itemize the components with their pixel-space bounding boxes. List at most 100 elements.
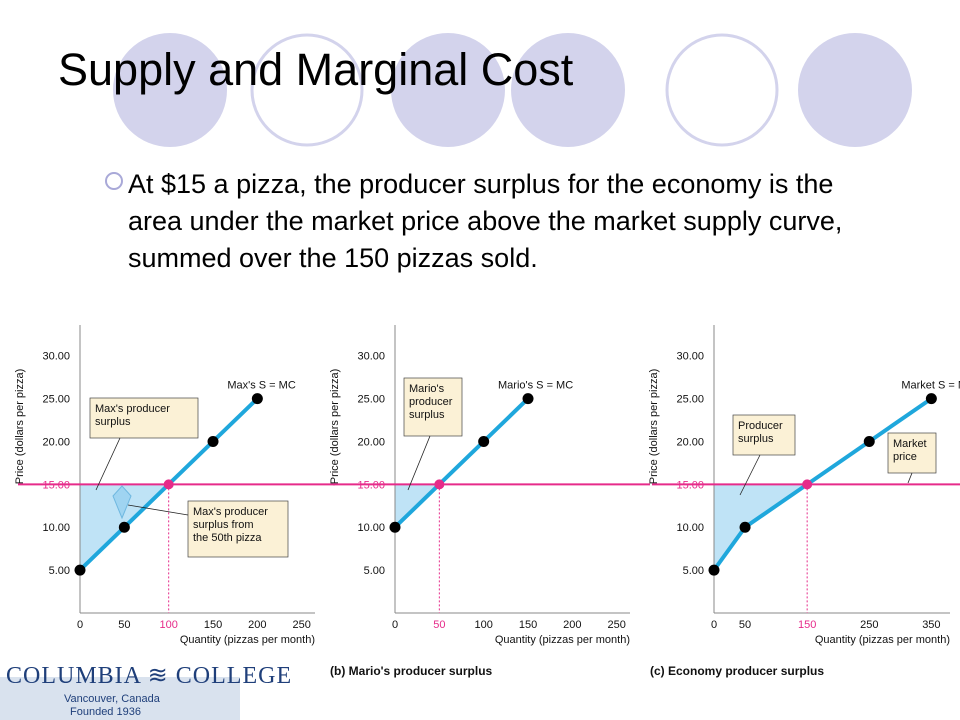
mario-surplus-label-box [403,377,463,437]
logo-background [0,677,240,720]
y-tick-label: 15.00 [42,479,70,491]
x-axis-title: Quantity (pizzas per month) [495,634,630,646]
y-axis-title: Price (dollars per pizza) [648,369,660,485]
x-tick-label: 100 [474,619,492,631]
mario-surplus-label-text: Mario's [409,383,445,395]
supply-point [251,393,263,405]
producer-surplus-area [714,484,808,571]
supply-point [74,564,86,576]
x-tick-label: 250 [293,619,311,631]
y-tick-label: 10.00 [42,522,70,534]
chart-panel-2: 5.00 10.00 15.00 20.00 25.00 30.00 0 50 100 150 20… [329,325,650,678]
max-surplus-label-text: surplus [95,416,131,428]
x-tick-label: 0 [392,619,398,631]
x-axis-title: Quantity (pizzas per month) [180,634,315,646]
x-tick-label: 250 [860,619,878,631]
max-50th-pizza-label-text: the 50th pizza [193,532,262,544]
chart-panel-3: 5.00 10.00 15.00 20.00 25.00 30.00 0 50 150 250 35… [648,325,960,678]
mario-surplus-label-pointer [407,435,431,491]
supply-curve-label: Max's S = MC [227,380,295,392]
x-tick-label: 150 [204,619,222,631]
market-price-label-box [887,432,937,474]
max-surplus-label-pointer [95,437,121,491]
deco-circle-1 [113,33,227,147]
bullet-text: At $15 a pizza, the producer surplus for… [128,169,843,273]
y-tick-label: 5.00 [364,565,385,577]
equilibrium-point [163,479,174,490]
deco-circle-5 [665,33,779,147]
bullet-circle-icon [105,172,123,190]
x-tick-label: 0 [77,619,83,631]
max-50th-pizza-label-text: Max's producer [193,506,268,518]
x-axis-title: Quantity (pizzas per month) [815,634,950,646]
max-50th-pizza-label-text: surplus from [193,519,254,531]
y-axis-title: Price (dollars per pizza) [14,369,26,485]
deco-circle-3 [391,33,505,147]
x-tick-label: 200 [248,619,266,631]
supply-curve-label: Mario's S = MC [498,380,573,392]
market-price-label-text: Market [893,438,927,450]
economy-surplus-label-pointer [739,454,761,496]
y-tick-label: 15.00 [357,479,385,491]
supply-curve-label: Market S = MSC [901,380,960,392]
economy-surplus-label-text: surplus [738,433,774,445]
supply-point [478,435,490,447]
slide-title: Supply and Marginal Cost [58,44,574,95]
supply-point [863,435,875,447]
y-axis-title: Price (dollars per pizza) [329,369,341,485]
supply-point [522,393,534,405]
supply-point [708,564,720,576]
y-tick-label: 20.00 [42,436,70,448]
deco-circle-2 [250,33,364,147]
max-surplus-label-box [89,397,199,439]
supply-point [925,393,937,405]
logo-location: Vancouver, Canada [64,693,160,705]
mario-surplus-label-text: producer [409,396,453,408]
panel-caption: (c) Economy producer surplus [650,664,824,678]
fiftieth-pizza-marker [112,485,132,520]
y-tick-label: 10.00 [357,522,385,534]
economy-surplus-label-text: Producer [738,420,783,432]
max-50th-pizza-label-pointer [127,504,189,516]
y-tick-label: 20.00 [357,436,385,448]
supply-curve [393,397,530,529]
max-surplus-label-text: Max's producer [95,403,170,415]
y-tick-label: 5.00 [49,565,70,577]
y-tick-label: 30.00 [357,351,385,363]
x-tick-label: 200 [563,619,581,631]
panel-caption: (b) Mario's producer surplus [330,664,493,678]
mario-surplus-label-text: surplus [409,409,445,421]
decorative-circles [113,33,912,147]
x-tick-label: 50 [118,619,130,631]
logo-name: COLUMBIA ≋ COLLEGE [6,663,293,689]
market-price-label-pointer [907,472,913,484]
market-price-label-text: price [893,451,917,463]
logo-founded: Founded 1936 [70,706,141,718]
y-tick-label: 25.00 [676,394,704,406]
charts-area: 5.00 10.00 15.00 20.00 25.00 30.00 0 50 100 150 20… [14,325,960,678]
y-tick-label: 20.00 [676,436,704,448]
x-tick-label: 150 [519,619,537,631]
economy-surplus-label-box [732,414,796,456]
x-tick-label: 100 [159,619,177,631]
y-tick-label: 25.00 [42,394,70,406]
y-tick-label: 30.00 [676,351,704,363]
x-tick-label: 350 [922,619,940,631]
supply-point [118,521,130,533]
equilibrium-point [802,479,813,490]
supply-point [389,521,401,533]
x-tick-label: 50 [739,619,751,631]
equilibrium-point [434,479,445,490]
college-logo: COLUMBIA ≋ COLLEGE Vancouver, Canada Fou… [0,655,291,720]
supply-point [739,521,751,533]
x-tick-label: 0 [711,619,717,631]
y-tick-label: 10.00 [676,522,704,534]
x-tick-label: 150 [798,619,816,631]
y-tick-label: 25.00 [357,394,385,406]
deco-circle-4 [511,33,625,147]
